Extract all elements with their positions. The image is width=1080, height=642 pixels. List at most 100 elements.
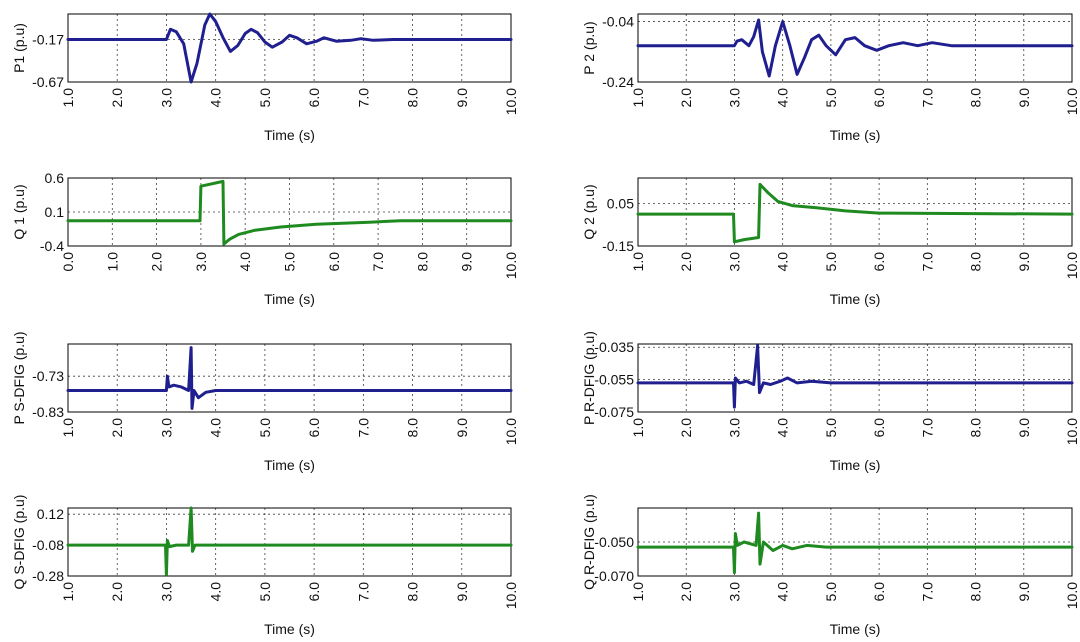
chart-p2-xtick-label: 3.0	[726, 88, 742, 108]
chart-p2-xtick-label: 7.0	[919, 88, 935, 108]
chart-q1-xtick-label: 8.0	[414, 252, 430, 272]
chart-q-r-dfig-xtick-label: 5.0	[823, 582, 839, 602]
chart-q-r-dfig-ytick-label: -0.070	[594, 568, 634, 584]
chart-p1-ytick-label: -0.67	[32, 74, 64, 90]
chart-p2-xtick-label: 5.0	[823, 88, 839, 108]
chart-q1-xtick-label: 6.0	[326, 252, 342, 272]
chart-q2-ytick-label: 0.05	[607, 196, 634, 212]
chart-p-r-dfig-xtick-label: 5.0	[823, 418, 839, 438]
chart-p-s-dfig-ylabel: P S-DFIG (p.u)	[11, 331, 27, 424]
chart-q-r-dfig-xtick-label: 7.0	[919, 582, 935, 602]
chart-q-s-dfig: 1.0 2.0 3.0 4.0 5.0 6.0 7.0 8.0 9.0 10.0 0.12 -0.08…	[11, 495, 519, 637]
chart-p-s-dfig-xtick-label: 10.0	[503, 418, 519, 445]
chart-p-s-dfig-plot-area	[67, 343, 512, 413]
chart-q2-xtick-label: 5.0	[823, 252, 839, 272]
chart-p-s-dfig: 1.0 2.0 3.0 4.0 5.0 6.0 7.0 8.0 9.0 10.0 -0.73 -0.8…	[11, 331, 519, 473]
chart-p2-xlabel: Time (s)	[830, 127, 881, 143]
chart-q1-xtick-label: 4.0	[237, 252, 253, 272]
chart-p1-xtick-label: 2.0	[109, 88, 125, 108]
chart-q-r-dfig-xtick-label: 9.0	[1016, 582, 1032, 602]
chart-q1-xtick-label: 3.0	[193, 252, 209, 272]
chart-p-s-dfig-xtick-label: 3.0	[158, 418, 174, 438]
chart-p1-xtick-label: 1.0	[60, 88, 76, 108]
chart-p-r-dfig-xtick-label: 6.0	[871, 418, 887, 438]
chart-q1-xtick-label: 7.0	[370, 252, 386, 272]
chart-p-r-dfig-xtick-label: 4.0	[775, 418, 791, 438]
chart-p1-xtick-label: 8.0	[405, 88, 421, 108]
chart-q1-ytick-label: -0.4	[40, 238, 64, 254]
chart-q-s-dfig-xlabel: Time (s)	[264, 621, 315, 637]
chart-p-r-dfig-ytick-label: -0.075	[594, 404, 634, 420]
chart-q-r-dfig-xtick-label: 4.0	[775, 582, 791, 602]
chart-q-r-dfig-xtick-label: 2.0	[678, 582, 694, 602]
chart-q2-xtick-label: 7.0	[919, 252, 935, 272]
chart-q1-xtick-label: 5.0	[282, 252, 298, 272]
chart-q-s-dfig-xtick-label: 10.0	[503, 582, 519, 609]
chart-q1-ylabel: Q 1 (p.u)	[11, 184, 27, 239]
chart-p-r-dfig-ylabel: P R-DFIG (p.u)	[581, 331, 597, 425]
chart-q-r-dfig-xtick-label: 8.0	[968, 582, 984, 602]
chart-q-s-dfig-ytick-label: 0.12	[37, 506, 64, 522]
chart-p2-ylabel: P 2 (p.u)	[581, 21, 597, 74]
chart-q-r-dfig-xtick-label: 3.0	[726, 582, 742, 602]
chart-p-r-dfig-xlabel: Time (s)	[830, 457, 881, 473]
chart-q2-xtick-label: 8.0	[968, 252, 984, 272]
chart-p-s-dfig-ytick-label: -0.83	[32, 404, 64, 420]
chart-p2-xtick-label: 4.0	[775, 88, 791, 108]
chart-p2-xtick-label: 1.0	[630, 88, 646, 108]
chart-p-r-dfig-ytick-label: -0.035	[594, 339, 634, 355]
chart-p2-xtick-label: 9.0	[1016, 88, 1032, 108]
chart-q-s-dfig-xtick-label: 3.0	[158, 582, 174, 602]
chart-q2-xtick-label: 6.0	[871, 252, 887, 272]
chart-q2-ytick-label: -0.15	[602, 238, 634, 254]
chart-p2-ytick-label: -0.24	[602, 74, 634, 90]
chart-q2-xlabel: Time (s)	[830, 291, 881, 307]
chart-q1-series-line	[66, 179, 513, 246]
chart-p-r-dfig-xtick-label: 10.0	[1064, 418, 1080, 445]
chart-q-r-dfig-ytick-label: -0.050	[594, 534, 634, 550]
chart-q-s-dfig-ytick-label: -0.28	[32, 568, 64, 584]
chart-q2-xtick-label: 3.0	[726, 252, 742, 272]
chart-q1-xlabel: Time (s)	[264, 291, 315, 307]
chart-p-s-dfig-series-line	[66, 346, 513, 410]
chart-p-s-dfig-xtick-label: 7.0	[355, 418, 371, 438]
chart-q1-xtick-label: 1.0	[104, 252, 120, 272]
chart-q2-xtick-label: 9.0	[1016, 252, 1032, 272]
chart-p-r-dfig-series-line	[636, 344, 1074, 409]
chart-p1: 1.0 2.0 3.0 4.0 5.0 6.0 7.0 8.0 9.0 10.0 -0.17 -0.6…	[11, 12, 519, 143]
chart-p-s-dfig-xtick-label: 8.0	[405, 418, 421, 438]
chart-p-r-dfig-ytick-label: -0.055	[594, 372, 634, 388]
chart-p1-series-line	[66, 12, 513, 84]
chart-p1-xtick-label: 7.0	[355, 88, 371, 108]
chart-q2: 1.0 2.0 3.0 4.0 5.0 6.0 7.0 8.0 9.0 10.0 0.05 -0.15…	[581, 177, 1080, 307]
chart-q2-xtick-label: 4.0	[775, 252, 791, 272]
chart-p-s-dfig-xtick-label: 2.0	[109, 418, 125, 438]
chart-q-s-dfig-xtick-label: 1.0	[60, 582, 76, 602]
chart-q-r-dfig-xtick-label: 1.0	[630, 582, 646, 602]
chart-q1-ytick-label: 0.1	[45, 204, 65, 220]
chart-q-s-dfig-series-line	[66, 506, 513, 576]
chart-q-s-dfig-xtick-label: 4.0	[208, 582, 224, 602]
chart-p2-xtick-label: 8.0	[968, 88, 984, 108]
chart-q-r-dfig-ylabel: Q R-DFIG (p.u)	[581, 494, 597, 590]
chart-p-r-dfig-xtick-label: 2.0	[678, 418, 694, 438]
chart-p2-xtick-label: 6.0	[871, 88, 887, 108]
chart-q-s-dfig-ytick-label: -0.08	[32, 537, 64, 553]
chart-q-s-dfig-xtick-label: 8.0	[405, 582, 421, 602]
chart-p-s-dfig-xtick-label: 4.0	[208, 418, 224, 438]
chart-p2-series-line	[636, 18, 1074, 78]
chart-q-s-dfig-xtick-label: 9.0	[454, 582, 470, 602]
chart-p1-xtick-label: 4.0	[208, 88, 224, 108]
chart-p-s-dfig-xlabel: Time (s)	[264, 457, 315, 473]
chart-q-s-dfig-plot-area	[67, 507, 512, 577]
chart-p-r-dfig-plot-area	[637, 343, 1073, 413]
chart-q-s-dfig-xtick-label: 5.0	[257, 582, 273, 602]
chart-p-r-dfig-xtick-label: 7.0	[919, 418, 935, 438]
chart-p2-plot-area	[637, 13, 1073, 83]
chart-q-s-dfig-xtick-label: 2.0	[109, 582, 125, 602]
chart-q-s-dfig-xtick-label: 7.0	[355, 582, 371, 602]
chart-p2-xtick-label: 10.0	[1064, 88, 1080, 115]
chart-p2-ytick-label: -0.04	[602, 14, 634, 30]
chart-q2-ylabel: Q 2 (p.u)	[581, 184, 597, 239]
chart-p-s-dfig-ytick-label: -0.73	[32, 368, 64, 384]
